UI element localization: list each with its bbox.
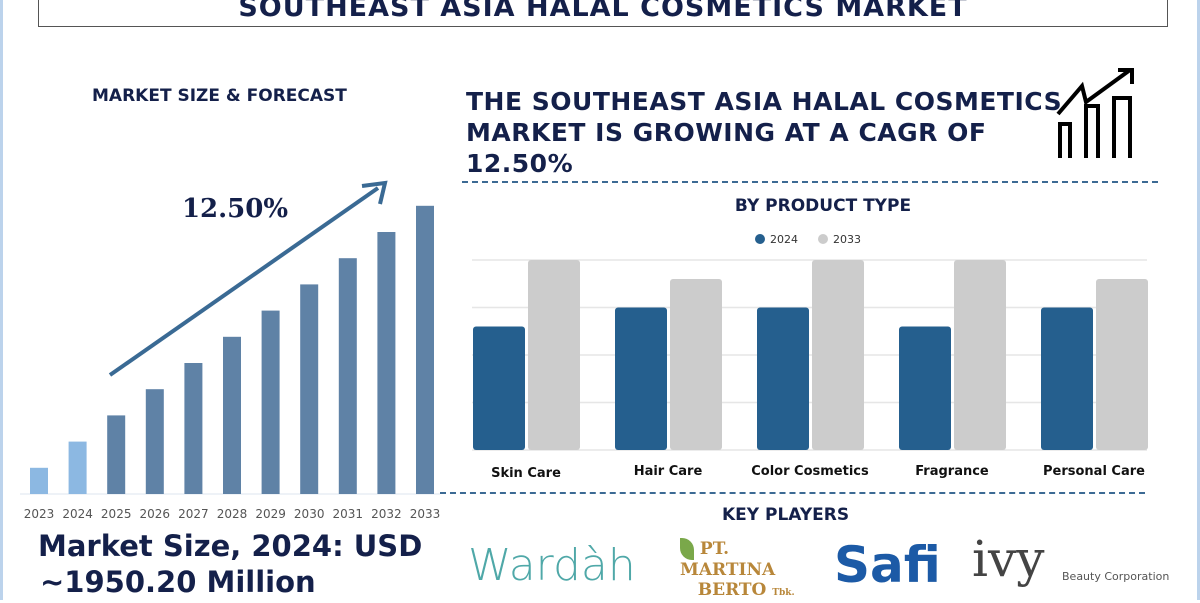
cagr-headline: THE SOUTHEAST ASIA HALAL COSMETICS MARKE… — [466, 86, 1062, 179]
product-type-chart: BY PRODUCT TYPE 2024 2033 Skin Care Hair Ca… — [472, 196, 1148, 481]
bar-2024 — [68, 441, 87, 494]
legend-label-2033: 2033 — [833, 233, 861, 246]
category-label: Hair Care — [634, 464, 703, 479]
cagr-annotation: 12.50% — [182, 194, 288, 224]
bar-2033 — [416, 205, 434, 495]
year-label: 2025 — [101, 507, 132, 521]
growth-chart-icon — [1056, 68, 1134, 158]
title-banner: SOUTHEAST ASIA HALAL COSMETICS MARKET — [38, 0, 1168, 27]
bar-2026 — [145, 389, 164, 494]
divider-top — [462, 181, 1158, 183]
martina-berto-logo: PT. MARTINA BERTO Tbk. — [680, 538, 795, 600]
bar-2023 — [30, 467, 48, 494]
bar-2030 — [300, 284, 319, 494]
bar-2031 — [338, 258, 357, 494]
bar-fragrance-2024 — [899, 326, 951, 450]
bar-2025 — [107, 415, 126, 494]
year-label: 2032 — [371, 507, 402, 521]
year-label: 2026 — [140, 507, 171, 521]
market-size-chart: 12.50% 2023 2024 2025 2026 2027 2028 2029 2030 2… — [20, 180, 441, 521]
bar-2027 — [184, 363, 203, 494]
divider-bottom — [440, 492, 1145, 494]
year-label: 2033 — [410, 507, 441, 521]
page-title: SOUTHEAST ASIA HALAL COSMETICS MARKET — [238, 0, 968, 23]
headline-line-3: 12.50% — [466, 149, 574, 178]
year-label: 2023 — [24, 507, 55, 521]
category-label: Skin Care — [491, 466, 561, 481]
year-label: 2029 — [255, 507, 286, 521]
bar-personal-care-2033 — [1096, 279, 1148, 450]
bar-hair-care-2024 — [615, 307, 667, 450]
growth-arrow — [108, 186, 380, 377]
market-size-line1: Market Size, 2024: USD — [38, 529, 423, 563]
year-label: 2027 — [178, 507, 209, 521]
category-label: Fragrance — [915, 464, 989, 479]
legend-swatch-2024 — [755, 234, 765, 244]
bar-2029 — [261, 310, 280, 494]
market-size-line2: ~1950.20 Million — [40, 565, 316, 599]
bar-2032 — [377, 232, 396, 494]
wardah-logo: Wardàh — [468, 540, 636, 591]
legend-label-2024: 2024 — [770, 233, 798, 246]
bar-color-cosmetics-2033 — [812, 260, 864, 450]
safi-logo: Safi — [834, 536, 941, 594]
year-label: 2030 — [294, 507, 325, 521]
year-label: 2031 — [333, 507, 364, 521]
ivy-logo: ivy — [972, 530, 1045, 588]
headline-line-1: THE SOUTHEAST ASIA HALAL COSMETICS — [466, 87, 1063, 116]
category-label: Color Cosmetics — [751, 464, 869, 479]
bar-hair-care-2033 — [670, 279, 722, 450]
market-size-heading: MARKET SIZE & FORECAST — [92, 86, 347, 106]
bar-color-cosmetics-2024 — [757, 307, 809, 450]
bar-skin-care-2033 — [528, 260, 580, 450]
left-border — [0, 0, 3, 600]
right-border — [1197, 0, 1200, 600]
arrow-head-icon — [361, 180, 388, 205]
bar-personal-care-2024 — [1041, 307, 1093, 450]
legend-swatch-2033 — [818, 234, 828, 244]
product-type-title: BY PRODUCT TYPE — [735, 196, 911, 216]
year-label: 2028 — [217, 507, 248, 521]
bar-skin-care-2024 — [473, 326, 525, 450]
key-players-heading: KEY PLAYERS — [722, 505, 850, 525]
year-label: 2024 — [62, 507, 93, 521]
ivy-logo-subtitle: Beauty Corporation — [1062, 570, 1170, 583]
bar-2028 — [223, 336, 241, 494]
headline-line-2: MARKET IS GROWING AT A CAGR OF — [466, 118, 987, 147]
category-label: Personal Care — [1043, 464, 1145, 479]
bar-fragrance-2033 — [954, 260, 1006, 450]
